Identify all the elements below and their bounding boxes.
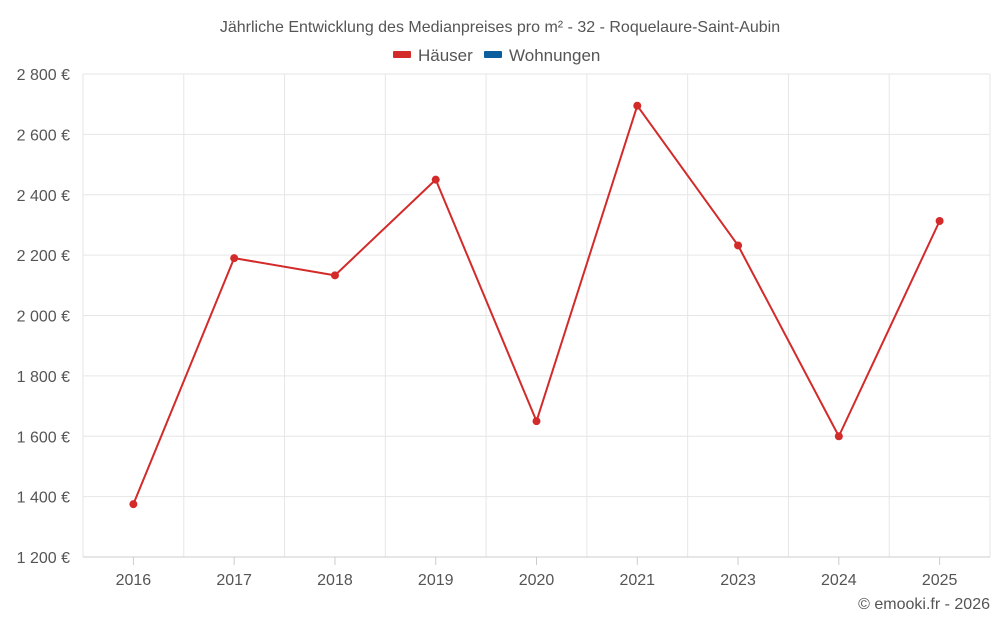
data-point-haeuser[interactable] xyxy=(431,175,440,184)
series-line-haeuser xyxy=(132,104,941,505)
y-tick-label: 1 800 € xyxy=(17,369,70,386)
legend-swatch-haeuser xyxy=(393,51,411,58)
x-tick-label: 2018 xyxy=(317,572,353,589)
x-tick-label: 2024 xyxy=(821,572,857,589)
legend-swatch-wohnungen xyxy=(484,51,502,58)
series-layer xyxy=(129,101,944,509)
data-point-haeuser[interactable] xyxy=(935,217,944,226)
y-gridlines xyxy=(83,73,990,558)
x-tick-label: 2019 xyxy=(418,572,454,589)
legend: Häuser Wohnungen xyxy=(393,46,600,65)
x-tick-label: 2025 xyxy=(922,572,958,589)
chart-credit: © emooki.fr - 2026 xyxy=(858,596,990,613)
x-tick-label: 2020 xyxy=(519,572,555,589)
x-gridlines xyxy=(82,74,991,557)
data-point-haeuser[interactable] xyxy=(230,254,239,263)
x-tick-label: 2017 xyxy=(216,572,252,589)
x-tick-label: 2021 xyxy=(619,572,655,589)
data-point-haeuser[interactable] xyxy=(633,101,642,110)
data-point-haeuser[interactable] xyxy=(330,271,339,280)
data-point-haeuser[interactable] xyxy=(734,241,743,250)
y-tick-label: 1 200 € xyxy=(17,550,70,567)
y-tick-label: 2 600 € xyxy=(17,127,70,144)
legend-item-haeuser[interactable]: Häuser xyxy=(393,46,473,65)
x-tick-label: 2016 xyxy=(116,572,152,589)
data-point-haeuser[interactable] xyxy=(532,417,541,426)
y-tick-label: 2 200 € xyxy=(17,248,70,265)
legend-item-wohnungen[interactable]: Wohnungen xyxy=(484,46,600,65)
legend-label-wohnungen: Wohnungen xyxy=(509,46,600,65)
y-tick-label: 1 600 € xyxy=(17,429,70,446)
data-point-haeuser[interactable] xyxy=(129,500,138,509)
y-tick-label: 2 000 € xyxy=(17,309,70,326)
y-tick-label: 2 400 € xyxy=(17,188,70,205)
x-axis-tick-labels: 2016 2017 2018 2019 2020 2021 2023 2024 2025 xyxy=(116,557,958,589)
data-point-haeuser[interactable] xyxy=(834,432,843,441)
x-tick-label: 2023 xyxy=(720,572,756,589)
y-tick-label: 2 800 € xyxy=(17,67,70,84)
y-tick-label: 1 400 € xyxy=(17,490,70,507)
legend-label-haeuser: Häuser xyxy=(418,46,473,65)
chart-title: Jährliche Entwicklung des Medianpreises … xyxy=(220,19,780,36)
y-axis-tick-labels: 1 200 € 1 400 € 1 600 € 1 800 € 2 000 € 2 200… xyxy=(17,67,70,567)
